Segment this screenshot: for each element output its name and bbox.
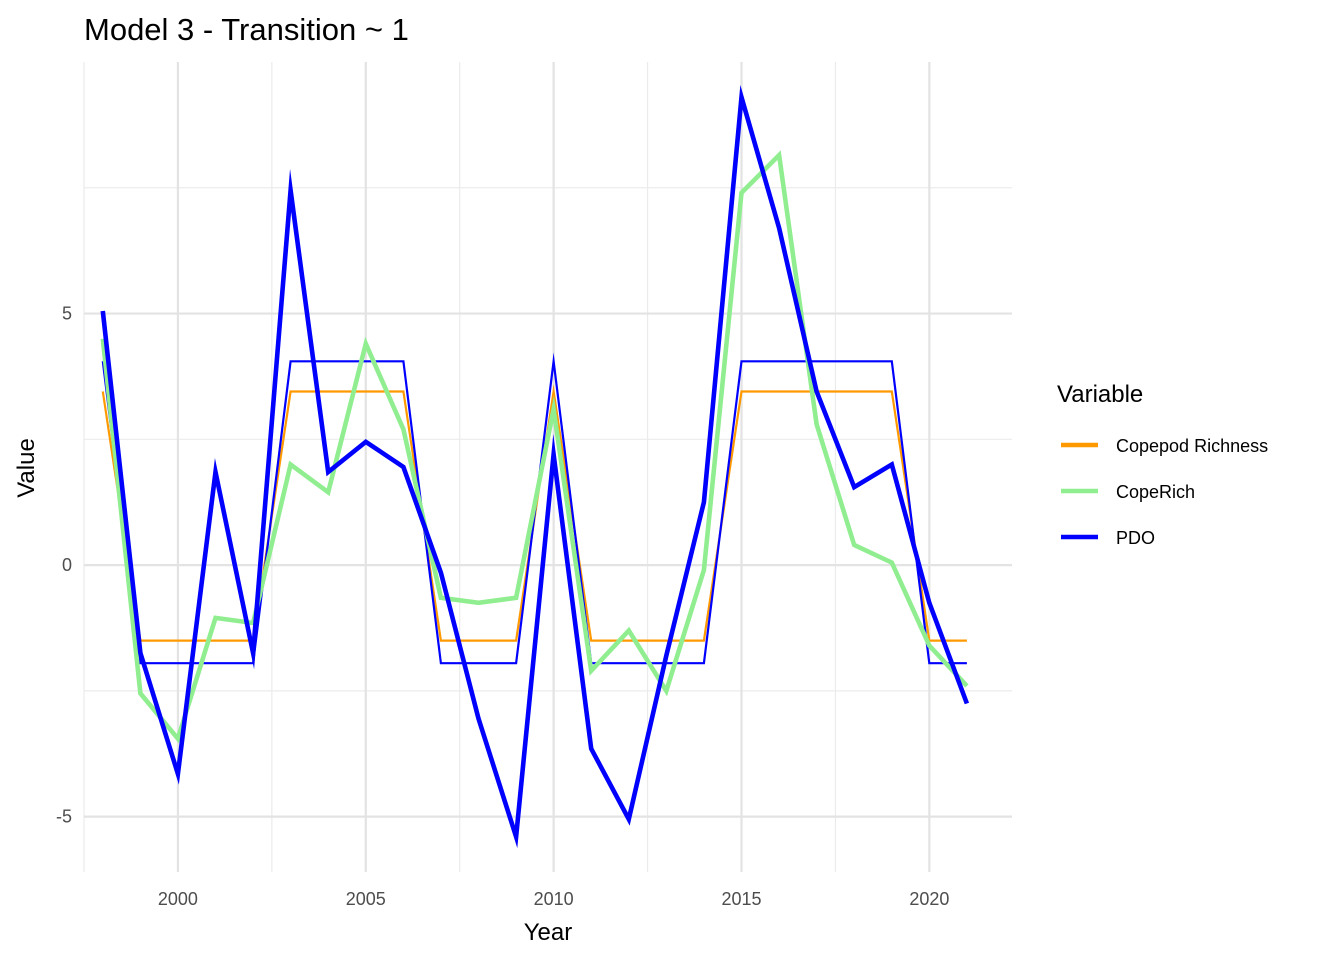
y-axis-title: Value <box>13 438 40 498</box>
series-layer <box>100 84 970 849</box>
x-axis-title: Year <box>524 919 573 946</box>
grid <box>83 62 1012 872</box>
legend-label: PDO <box>1116 528 1155 548</box>
x-tick-label: 2000 <box>158 889 198 909</box>
y-axis-ticks: -5 0 5 <box>56 304 72 827</box>
x-tick-label: 2015 <box>721 889 761 909</box>
legend: Variable Copepod Richness CopeRich PDO <box>1057 381 1268 548</box>
legend-label: Copepod Richness <box>1116 436 1268 456</box>
x-tick-label: 2005 <box>346 889 386 909</box>
legend-title: Variable <box>1057 381 1143 408</box>
y-tick-label: 0 <box>62 555 72 575</box>
x-axis-ticks: 2000 2005 2010 2015 2020 <box>158 889 949 909</box>
y-tick-label: 5 <box>62 304 72 324</box>
chart-title: Model 3 - Transition ~ 1 <box>84 12 409 47</box>
legend-label: CopeRich <box>1116 482 1195 502</box>
y-tick-label: -5 <box>56 807 72 827</box>
x-tick-label: 2020 <box>909 889 949 909</box>
x-tick-label: 2010 <box>534 889 574 909</box>
series-line-pdo <box>100 84 970 849</box>
